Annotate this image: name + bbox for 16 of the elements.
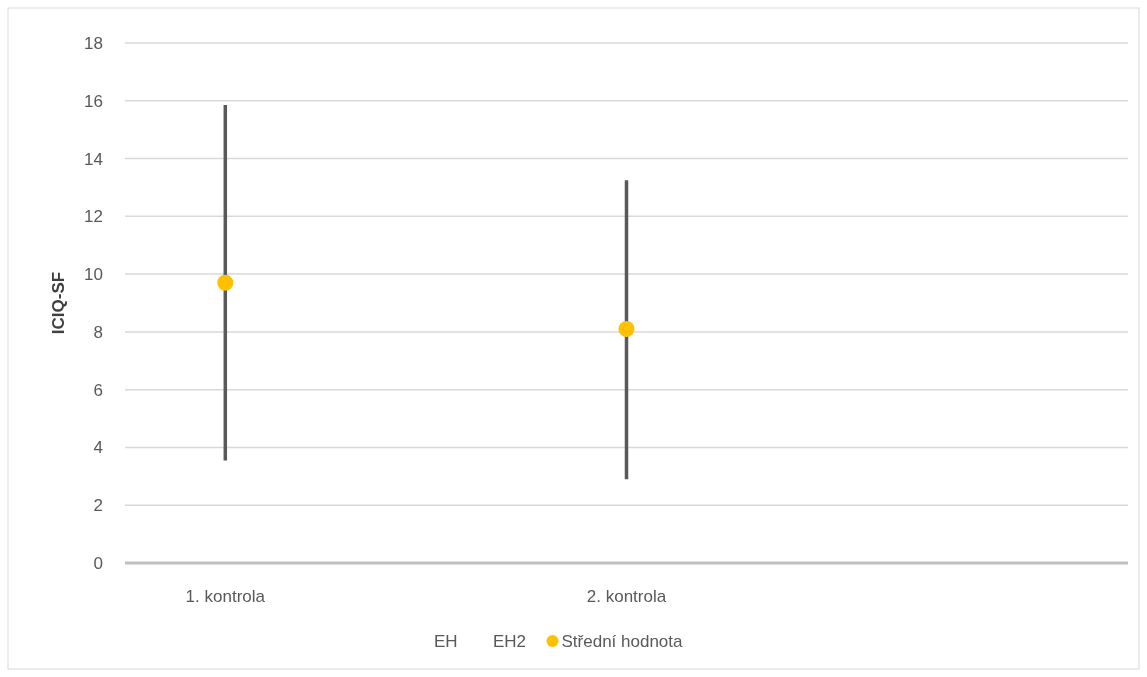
y-tick-label: 14 — [84, 149, 103, 169]
y-axis-title: ICIQ-SF — [49, 271, 68, 335]
legend-label: Střední hodnota — [561, 632, 684, 651]
x-tick-label: 2. kontrola — [586, 587, 667, 606]
y-tick-label: 6 — [93, 380, 103, 400]
x-tick-label: 1. kontrola — [185, 587, 266, 606]
y-tick-label: 16 — [84, 91, 103, 111]
text: EH — [434, 632, 458, 651]
y-tick-label: 12 — [84, 207, 103, 227]
y-tick-label: 10 — [84, 265, 103, 285]
text: EH2 — [493, 632, 527, 651]
y-tick-label: 8 — [93, 322, 103, 342]
y-tick-label: 0 — [93, 553, 103, 573]
y-tick-label: 4 — [93, 438, 103, 458]
y-tick-label: 2 — [93, 496, 103, 516]
y-tick-label: 18 — [84, 33, 103, 53]
